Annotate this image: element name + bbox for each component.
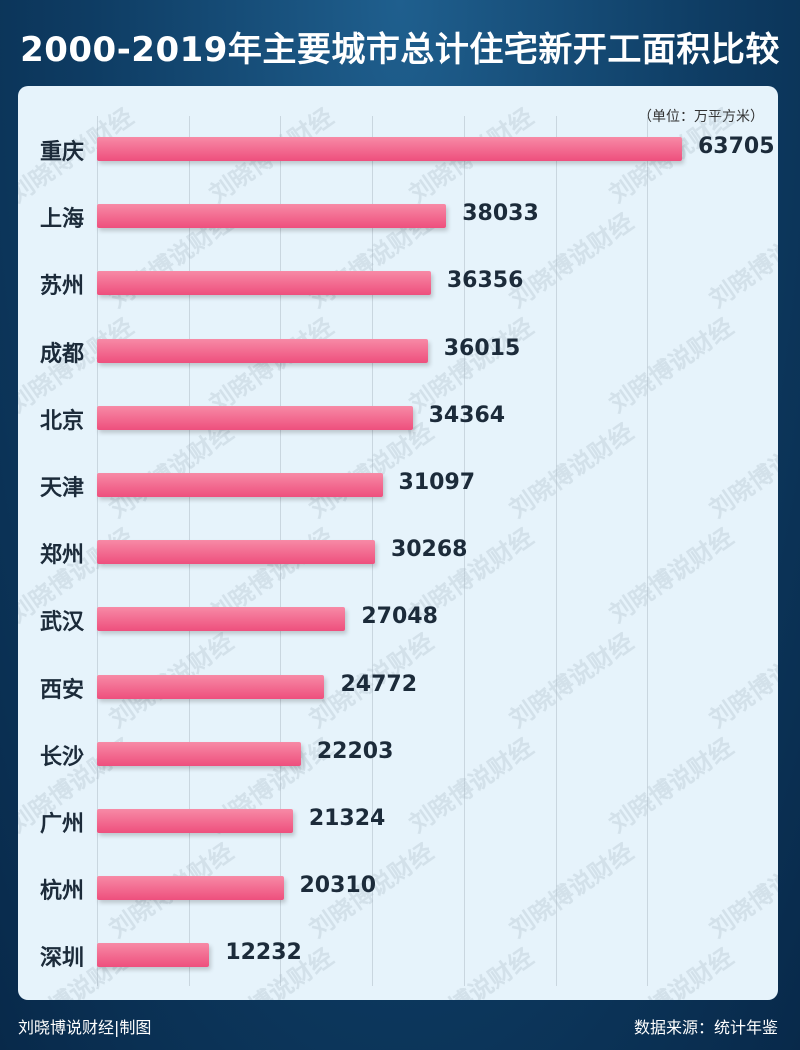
- value-label: 63705: [698, 134, 775, 159]
- category-label: 苏州: [39, 274, 84, 300]
- bar: [97, 271, 431, 296]
- watermark: 刘晓博说财经: [704, 207, 778, 314]
- watermark: 刘晓博说财经: [604, 732, 739, 839]
- value-label: 34364: [428, 402, 506, 428]
- value-label: 27048: [361, 604, 438, 630]
- footer-source: 数据来源：统计年鉴: [633, 1018, 778, 1037]
- bar: [97, 809, 293, 833]
- bar: [97, 540, 375, 565]
- watermark: 刘晓博说财经: [704, 627, 778, 734]
- watermark: 刘晓博说财经: [504, 837, 639, 944]
- watermark: 刘晓博说财经: [704, 837, 778, 944]
- watermark: 刘晓博说财经: [404, 942, 539, 1000]
- watermark: 刘晓博说财经: [604, 312, 739, 419]
- unit-label: （单位：万平方米）: [638, 109, 764, 125]
- category-label: 武汉: [39, 610, 84, 636]
- bar: [97, 607, 346, 632]
- bar: [97, 876, 284, 901]
- bar: [97, 338, 428, 363]
- value-label: 21324: [308, 806, 386, 831]
- watermark: 刘晓博说财经: [604, 522, 739, 629]
- bar: [97, 405, 413, 430]
- category-label: 西安: [39, 677, 84, 703]
- chart-panel: （单位：万平方米） 刘晓博说财经 刘晓博说财经 刘晓博说财经 刘晓博说财经 刘晓博说财经…: [18, 86, 778, 1000]
- value-label: 30268: [390, 537, 468, 563]
- value-label: 36356: [446, 268, 524, 294]
- category-label: 上海: [39, 207, 84, 233]
- watermark: 刘晓博说财经: [504, 417, 639, 524]
- category-label: 北京: [39, 408, 84, 434]
- watermark: 刘晓博说财经: [504, 627, 639, 734]
- watermark: 刘晓博说财经: [404, 732, 539, 839]
- value-label: 36015: [443, 335, 521, 361]
- bar: [97, 674, 325, 699]
- category-label: 杭州: [39, 879, 84, 905]
- page-title: 2000-2019年主要城市总计住宅新开工面积比较: [20, 30, 780, 70]
- value-label: 38033: [462, 201, 539, 227]
- footer-credit: 刘晓博说财经|制图: [18, 1018, 152, 1037]
- category-label: 广州: [39, 812, 84, 837]
- watermark: 刘晓博说财经: [704, 417, 778, 524]
- watermark: 刘晓博说财经: [204, 312, 339, 419]
- value-label: 24772: [340, 671, 418, 697]
- category-label: 深圳: [39, 946, 84, 972]
- gridline: [463, 116, 465, 986]
- watermark: 刘晓博说财经: [604, 942, 739, 1000]
- bar: [97, 741, 301, 766]
- bar: [97, 943, 210, 968]
- value-label: 20310: [299, 873, 377, 899]
- value-label: 22203: [316, 738, 394, 764]
- category-label: 长沙: [39, 744, 84, 770]
- bar: [97, 137, 682, 161]
- category-label: 天津: [39, 476, 84, 501]
- category-label: 成都: [39, 341, 84, 367]
- category-label: 郑州: [39, 543, 84, 569]
- bar: [97, 473, 383, 497]
- value-label: 31097: [398, 470, 476, 495]
- gridline: [647, 116, 649, 986]
- value-label: 12232: [225, 940, 302, 966]
- gridline: [555, 116, 557, 986]
- bar: [97, 204, 447, 229]
- category-label: 重庆: [39, 140, 84, 165]
